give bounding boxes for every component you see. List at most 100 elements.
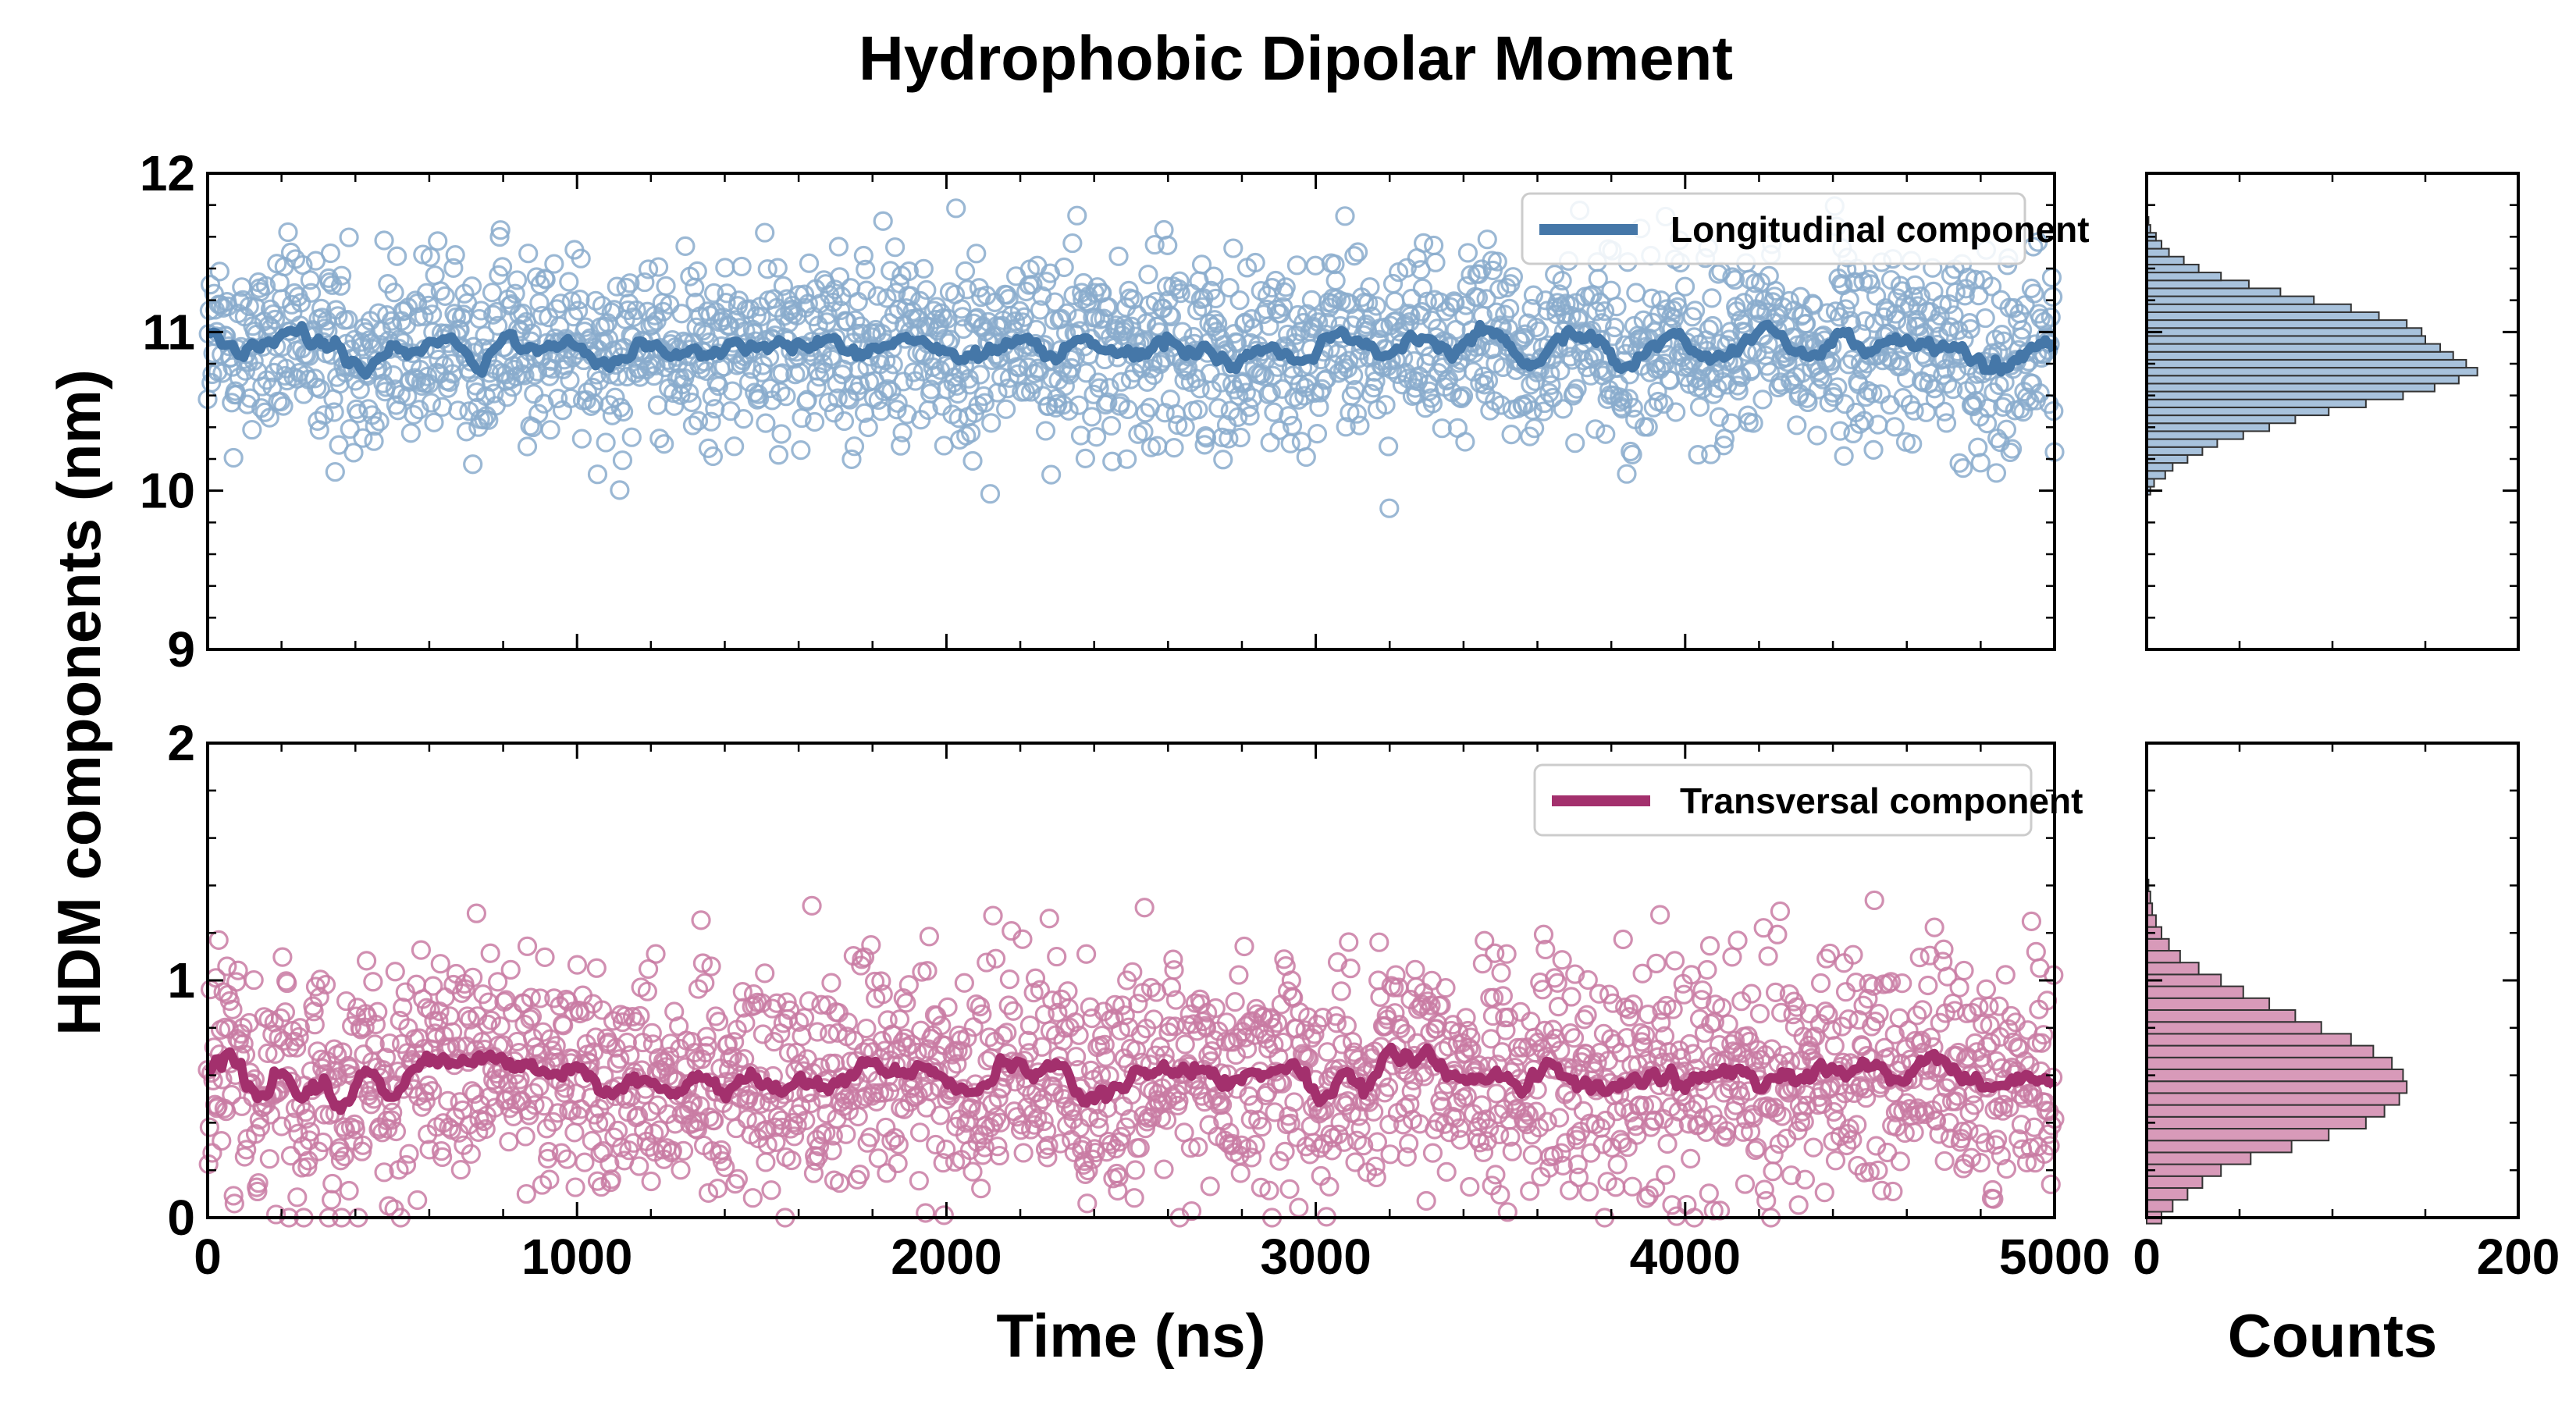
data-point [1973,1014,1993,1034]
data-point [1898,1020,1919,1040]
data-point [1550,1040,1571,1061]
data-point [990,1112,1011,1133]
data-point [582,1130,602,1151]
data-point [625,1012,646,1032]
data-point [1996,1158,2017,1179]
data-point [731,256,752,277]
data-point [250,1117,271,1137]
data-point [1646,953,1667,974]
data-point [715,258,735,278]
data-point [1553,399,1573,419]
data-point [999,969,1019,990]
data-point [1044,1083,1064,1103]
data-point [879,1082,900,1102]
data-point [1239,397,1259,418]
data-point [1935,358,1955,379]
histogram-bar [2146,997,2271,1012]
data-point [356,951,377,971]
data-point [1130,1025,1151,1045]
data-point [1773,297,1793,318]
data-point [817,1104,837,1124]
data-point [399,1144,419,1164]
data-point [342,1016,362,1036]
data-point [818,392,838,413]
data-point [265,309,286,330]
data-point [1446,1108,1466,1128]
data-point [364,431,384,451]
data-point [671,304,692,324]
data-point [272,1116,292,1136]
data-point [404,404,424,425]
x-tick-label: 4000 [1630,1229,1741,1285]
data-point [223,447,244,468]
data-point [1251,1116,1272,1137]
data-point [1843,944,1863,965]
data-point [933,1153,953,1173]
data-point [1478,370,1499,391]
data-point [1697,959,1717,980]
histogram-bar [2146,1021,2322,1035]
data-point [848,1106,868,1127]
data-point [518,244,539,264]
data-point [1890,1151,1910,1172]
data-point [1774,1045,1794,1065]
data-point [1574,1009,1595,1030]
data-point [272,947,293,967]
data-point [642,1023,662,1043]
data-point [1350,415,1370,436]
data-point [1765,982,1786,1002]
data-point [1347,242,1368,262]
data-point [952,1041,973,1062]
histogram-bar [2146,1115,2367,1130]
data-point [788,1012,809,1032]
data-point [1689,397,1710,417]
data-point [1547,973,1567,993]
data-point [682,415,703,436]
data-point [1105,994,1125,1015]
data-point [1089,378,1109,398]
data-point [1581,1143,1601,1163]
data-point [1825,1151,1846,1171]
data-point [1567,379,1587,399]
data-point [997,1023,1017,1043]
bottom-histogram-ticks: 0 200 [2133,742,2560,1285]
data-point [1264,402,1284,422]
data-point [1213,1111,1233,1131]
data-point [1652,1000,1672,1020]
data-point [1245,1134,1265,1155]
histogram-bar [2146,422,2271,432]
data-point [952,307,973,327]
data-point [1259,316,1279,336]
data-point [1934,939,1954,959]
data-point [1911,1030,1932,1051]
data-point [1334,1132,1354,1152]
data-point [1707,378,1727,398]
data-point [1485,1165,1506,1185]
data-point [888,1153,908,1174]
data-point [289,1026,309,1048]
data-point [1300,1116,1321,1136]
data-point [353,428,373,448]
data-point [311,298,332,319]
data-point [439,1006,460,1026]
data-point [301,283,322,303]
data-point [1745,1140,1766,1161]
data-point [695,973,715,993]
data-point [688,411,709,431]
data-point [1476,289,1496,309]
histogram-bar [2146,240,2163,250]
histogram-bar [2146,279,2250,290]
data-point [1267,1013,1288,1033]
data-point [1405,959,1425,980]
data-point [1471,1095,1492,1115]
data-point [2040,1136,2060,1156]
data-point [1819,393,1839,413]
data-point [1345,1152,1365,1172]
data-point [771,424,792,444]
data-point [1539,382,1560,403]
data-point [841,449,862,469]
data-point [836,1124,856,1144]
data-point [639,356,660,377]
data-point [704,1111,724,1131]
data-point [564,307,584,327]
